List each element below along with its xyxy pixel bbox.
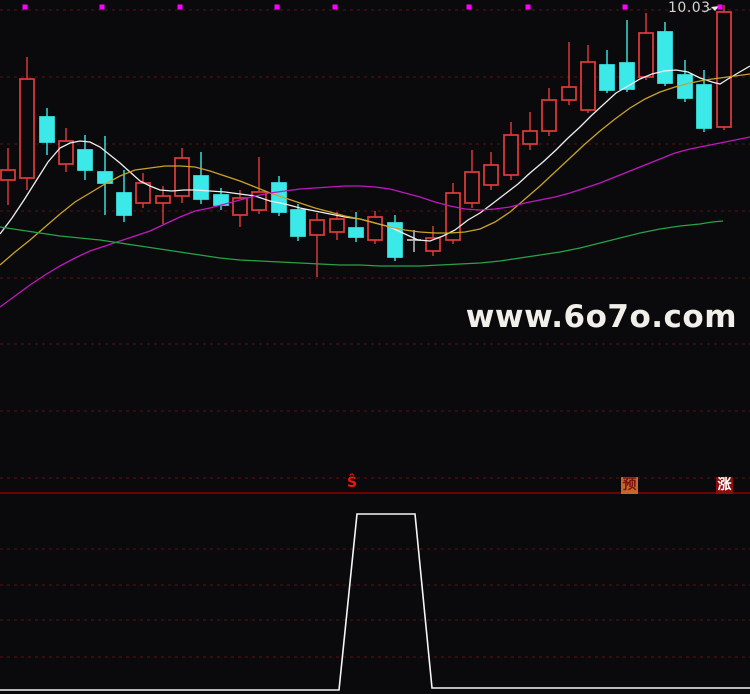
ma-yellow [0, 73, 750, 266]
signal-dots [22, 4, 723, 10]
signal-marker-forecast: 预 [621, 477, 638, 494]
sub-panel-signal [0, 513, 750, 691]
signal-marker-s: Ŝ [346, 475, 358, 491]
watermark: www.6o7o.com [465, 299, 737, 335]
ma-green [0, 220, 724, 267]
ma-lines [0, 65, 750, 308]
price-pointer-line [703, 6, 719, 13]
ma-purple [0, 136, 750, 308]
last-price-label: 10.03 [668, 0, 711, 16]
signal-marker-rise: 涨 [716, 477, 733, 494]
candles [0, 5, 732, 277]
